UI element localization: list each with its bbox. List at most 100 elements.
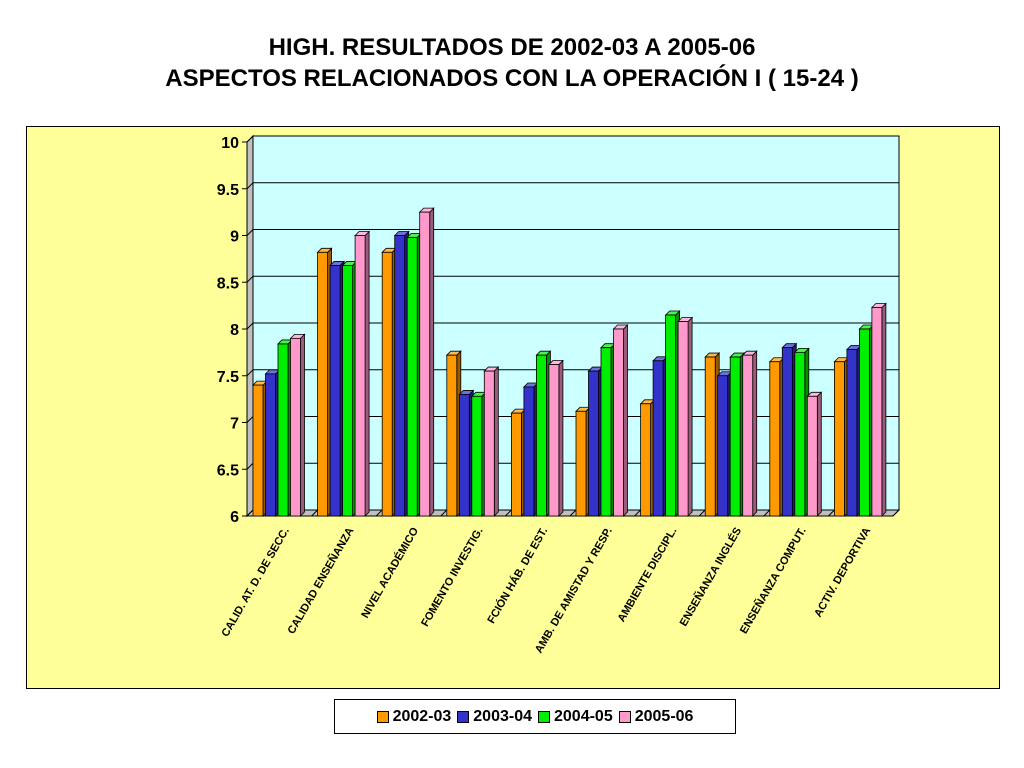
bar-side — [881, 302, 887, 517]
bar-2002-03-5 — [510, 408, 527, 517]
y-tick-label: 6 — [230, 509, 239, 526]
y-tick-label: 9 — [230, 229, 239, 246]
chart-title-line-2: ASPECTOS RELACIONADOS CON LA OPERACIÓN I… — [165, 65, 859, 92]
legend-label: 2003-04 — [473, 707, 532, 725]
bar-2004-05-4 — [470, 391, 487, 517]
x-tick-mark — [763, 509, 771, 517]
legend-swatch — [457, 710, 470, 723]
bar-side — [364, 230, 370, 517]
x-tick-label: AMB. DE AMISTAD Y RESP. — [533, 526, 615, 656]
x-tick-label: CALID. AT. D. DE SECC. — [219, 526, 291, 639]
x-tick-label: FOMENTO INVESTIG. — [419, 526, 486, 629]
bar-2005-06-8 — [741, 350, 758, 517]
x-tick-label: ACTIV. DEPORTIVA — [812, 525, 873, 619]
bar-front — [613, 328, 624, 517]
bar-2005-06-5 — [547, 359, 564, 517]
bar-side — [623, 324, 628, 517]
bar-front — [846, 349, 858, 517]
bar-front — [483, 370, 495, 517]
bar-2002-03-8 — [704, 352, 721, 517]
legend-swatch — [376, 710, 389, 723]
bar-side — [300, 333, 305, 517]
bar-2005-06-3 — [418, 207, 435, 517]
bar-front — [252, 384, 264, 517]
bar-2004-05-10 — [858, 324, 875, 517]
bar-2005-06-6 — [612, 324, 629, 517]
bar-front — [704, 356, 716, 517]
bar-2003-04-9 — [781, 342, 798, 517]
bar-2002-03-7 — [639, 398, 656, 517]
legend-swatch — [538, 710, 550, 723]
x-tick-mark — [698, 509, 706, 517]
bar-2002-03-9 — [768, 356, 785, 517]
bar-2002-03-10 — [833, 356, 850, 517]
x-tick-mark — [569, 509, 577, 517]
bar-2005-06-4 — [483, 366, 500, 517]
bar-side — [558, 359, 564, 517]
bar-2004-05-1 — [277, 338, 293, 517]
legend-swatch — [618, 710, 631, 723]
bar-2003-04-2 — [329, 260, 346, 517]
bar-2005-06-1 — [289, 333, 306, 517]
bar-front — [665, 314, 676, 517]
bar-2003-04-3 — [393, 230, 410, 517]
bar-front — [458, 394, 470, 517]
bar-front — [523, 386, 535, 517]
bar-front — [394, 235, 406, 517]
bar-2002-03-4 — [445, 350, 462, 517]
bar-front — [446, 354, 458, 517]
bar-2003-04-5 — [522, 382, 539, 517]
bar-front — [717, 375, 729, 517]
y-tick-label: 8.5 — [217, 275, 239, 292]
bar-2002-03-1 — [252, 380, 268, 517]
bar-2004-05-5 — [535, 350, 552, 517]
bar-chart: 6 6.5 7 7.5 8 8.5 9 9.5 10 CALID. AT. D. DE SECC.… — [217, 134, 901, 656]
bar-front — [354, 235, 366, 517]
x-tick-label: FCIÓN HÁB. DE EST. — [485, 525, 551, 626]
bar-front — [859, 328, 870, 517]
y-tick-label: 7 — [230, 416, 239, 433]
x-tick-mark — [892, 509, 900, 517]
y-tick-label: 9.5 — [217, 182, 239, 199]
bar-2004-05-9 — [793, 347, 810, 517]
bar-side — [493, 366, 499, 517]
bar-2002-03-2 — [316, 247, 333, 517]
bar-front — [677, 321, 689, 517]
bar-front — [535, 354, 547, 517]
legend: 2002-03 2003-04 2004-05 2005-06 — [334, 699, 736, 734]
bar-2005-06-2 — [354, 230, 371, 517]
bar-front — [834, 361, 845, 517]
bar-front — [600, 347, 612, 517]
bar-front — [871, 307, 883, 517]
bar-2005-06-10 — [870, 302, 887, 517]
bar-2003-04-8 — [716, 370, 733, 517]
bar-2003-04-1 — [264, 368, 281, 517]
bar-front — [781, 347, 793, 517]
x-tick-label: ENSEÑANZA INGLÉS — [677, 525, 744, 629]
bar-2005-06-9 — [806, 391, 823, 517]
bar-front — [277, 343, 289, 517]
bar-front — [419, 211, 431, 517]
bar-side — [816, 391, 822, 517]
bar-front — [794, 351, 806, 517]
bar-front — [548, 364, 560, 517]
gridline — [246, 135, 899, 143]
bar-front — [769, 361, 781, 517]
chart-panel: 6 6.5 7 7.5 8 8.5 9 9.5 10 CALID. AT. D. DE SECC.… — [26, 126, 1000, 689]
bar-front — [342, 265, 354, 517]
bar-2002-03-6 — [575, 406, 591, 517]
bar-2002-03-3 — [381, 247, 398, 517]
legend-label: 2002-03 — [392, 707, 452, 725]
bar-2004-05-2 — [341, 260, 358, 517]
y-tick-label: 6.5 — [217, 462, 239, 479]
bar-front — [510, 412, 522, 517]
legend-item-2002-03: 2002-03 — [376, 707, 452, 726]
x-tick-label: ENSEÑANZA COMPUT. — [737, 525, 809, 636]
x-tick-mark — [375, 509, 383, 517]
legend-item-2004-05: 2004-05 — [538, 708, 613, 726]
x-tick-label: NIVEL ACADÉMICO — [358, 525, 421, 621]
bar-front — [329, 265, 341, 517]
gridline — [246, 275, 899, 283]
x-tick-mark — [505, 509, 512, 517]
bar-2004-05-7 — [664, 310, 681, 517]
